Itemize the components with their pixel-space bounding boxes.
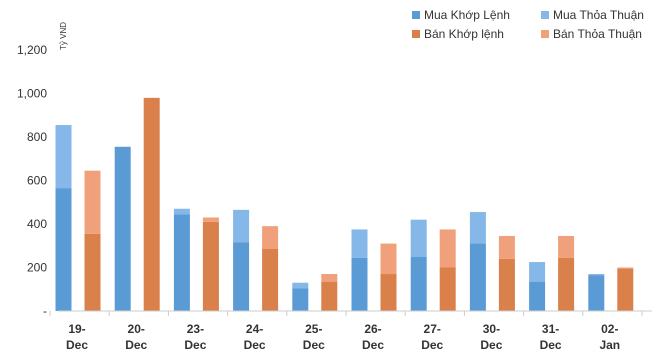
x-tick-label: 23-: [187, 322, 204, 336]
x-tick-label: 31-: [542, 322, 559, 336]
x-tick-label: Dec: [244, 338, 266, 349]
bar: [498, 235, 515, 259]
bar: [498, 258, 515, 311]
x-tick-label: Dec: [421, 338, 443, 349]
x-tick-label: Dec: [303, 338, 325, 349]
x-tick-label: 27-: [424, 322, 441, 336]
y-tick-label: -: [43, 304, 47, 318]
bar: [173, 214, 190, 311]
bar: [529, 281, 546, 311]
bar: [380, 243, 397, 275]
y-axis: - 200 400 600 800 1,000 1,200: [17, 43, 47, 318]
legend-label: Bán Khớp lệnh: [424, 27, 504, 41]
x-tick-label: Jan: [599, 338, 620, 349]
x-tick-label: 19-: [68, 322, 85, 336]
y-tick-label: 200: [27, 261, 47, 275]
bar: [84, 170, 101, 234]
x-tick-label: 25-: [305, 322, 322, 336]
x-tick-label: Dec: [480, 338, 502, 349]
bar: [233, 242, 250, 311]
y-tick-label: 600: [27, 174, 47, 188]
bar: [380, 274, 397, 311]
x-tick-label: 30-: [483, 322, 500, 336]
legend-swatch: [541, 30, 549, 38]
x-tick-label: 20-: [128, 322, 145, 336]
x-tick-label: 24-: [246, 322, 263, 336]
bar: [529, 262, 546, 282]
bar: [351, 229, 368, 258]
bar: [233, 209, 250, 243]
x-tick-label: Dec: [540, 338, 562, 349]
bar: [617, 268, 634, 311]
bar: [173, 208, 190, 215]
bar: [84, 233, 101, 311]
bar: [588, 274, 605, 276]
bar: [114, 146, 131, 311]
bar: [439, 229, 456, 268]
bar: [202, 217, 219, 222]
bar: [55, 125, 72, 189]
bar: [588, 275, 605, 311]
x-tick-label: Dec: [362, 338, 384, 349]
bar: [321, 281, 338, 311]
legend-label: Mua Khớp Lệnh: [424, 8, 510, 22]
legend-swatch: [412, 30, 420, 38]
y-tick-label: 800: [27, 130, 47, 144]
bar: [469, 212, 486, 244]
bar: [55, 188, 72, 311]
x-tick-label: Dec: [66, 338, 88, 349]
bar: [262, 249, 279, 311]
bar: [617, 267, 634, 269]
x-tick-label: Dec: [125, 338, 147, 349]
bar: [558, 257, 575, 311]
y-tick-label: 1,200: [17, 43, 47, 57]
legend-label: Mua Thỏa Thuận: [553, 8, 644, 22]
bar: [202, 221, 219, 311]
bar: [292, 282, 309, 289]
x-tick-label: Dec: [184, 338, 206, 349]
x-ticks: 19- Dec 20- Dec 23- Dec 24- Dec 25- Dec 26- Dec 27- D…: [49, 311, 643, 349]
y-tick-label: 400: [27, 217, 47, 231]
x-tick-label: 02-: [601, 322, 618, 336]
unit-label: Tỷ VND: [59, 22, 68, 50]
y-tick-label: 1,000: [17, 87, 47, 101]
bar: [410, 256, 427, 311]
legend: Mua Khớp Lệnh Mua Thỏa Thuận Bán Khớp lệnh…: [412, 8, 644, 41]
bar: [439, 267, 456, 311]
bar: [351, 257, 368, 311]
bar: [143, 97, 160, 311]
bar: [321, 274, 338, 282]
bar: [292, 288, 309, 311]
bar: [469, 243, 486, 311]
legend-label: Bán Thỏa Thuận: [553, 27, 642, 41]
legend-swatch: [541, 11, 549, 19]
legend-swatch: [412, 11, 420, 19]
bar: [558, 235, 575, 258]
bar: [410, 219, 427, 257]
x-tick-label: 26-: [364, 322, 381, 336]
bar: [262, 226, 279, 250]
bars: [55, 97, 634, 311]
